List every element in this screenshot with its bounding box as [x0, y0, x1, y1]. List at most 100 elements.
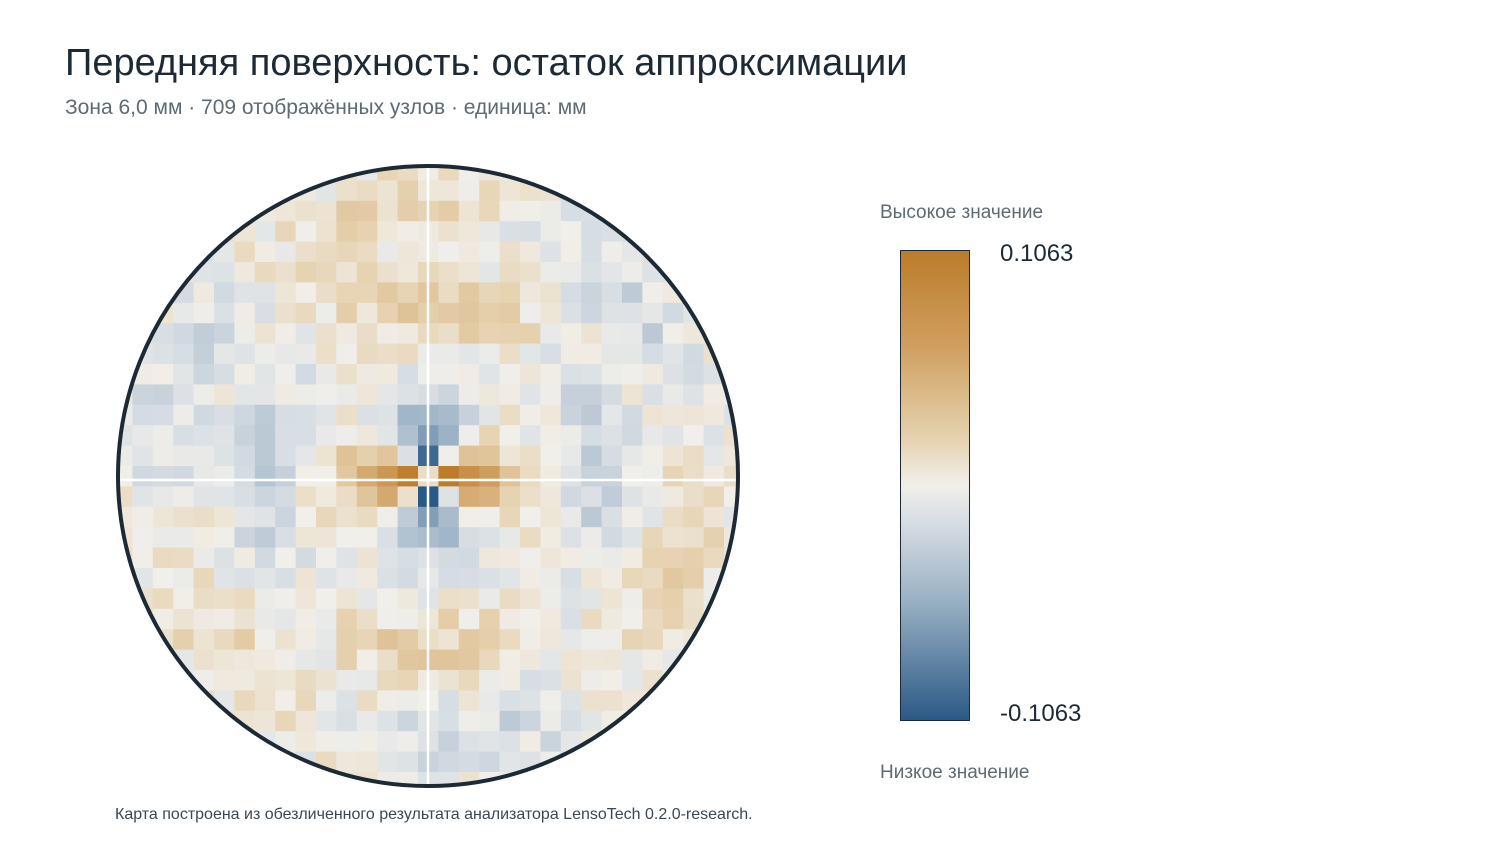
heatmap-cell	[662, 486, 684, 508]
heatmap-cell	[254, 425, 276, 447]
heatmap-cell	[356, 568, 378, 589]
heatmap-cell	[295, 404, 317, 426]
heatmap-cell	[540, 506, 562, 528]
heatmap-cell	[377, 323, 399, 345]
heatmap-cell	[520, 649, 541, 671]
heatmap-cell	[214, 670, 235, 691]
heatmap-cell	[275, 568, 297, 589]
heatmap-cell	[214, 445, 235, 467]
heatmap-cell	[173, 323, 195, 345]
heatmap-cell	[499, 588, 521, 610]
heatmap-cell	[438, 445, 460, 467]
heatmap-cell	[540, 608, 562, 630]
heatmap-cell	[275, 221, 297, 243]
heatmap-cell	[581, 547, 603, 569]
heatmap-cell	[173, 629, 195, 651]
heatmap-cell	[316, 588, 337, 610]
heatmap-cell	[601, 241, 623, 263]
heatmap-cell	[336, 486, 358, 508]
heatmap-cell	[581, 588, 603, 610]
heatmap-cell	[479, 629, 501, 651]
heatmap-cell	[601, 547, 623, 569]
heatmap-cell	[214, 588, 235, 610]
heatmap-cell	[173, 547, 195, 569]
heatmap-cell	[275, 649, 297, 671]
heatmap-cell	[601, 384, 623, 406]
heatmap-cell	[132, 629, 154, 651]
heatmap-cell	[540, 302, 562, 324]
legend-high-label: Высокое значение	[880, 202, 1044, 223]
heatmap-cell	[520, 629, 541, 651]
heatmap-cell	[438, 323, 460, 345]
heatmap-cell	[458, 221, 480, 243]
heatmap-cell	[622, 588, 643, 610]
heatmap-cell	[295, 241, 317, 263]
heatmap-cell	[295, 282, 317, 304]
heatmap-cell	[438, 772, 460, 786]
heatmap-cell	[479, 649, 501, 671]
heatmap-cell	[397, 690, 419, 712]
heatmap-cell	[642, 608, 664, 630]
heatmap-cell	[118, 466, 133, 487]
heatmap-cell	[622, 486, 643, 508]
heatmap-cell	[397, 364, 419, 385]
heatmap-cell	[479, 343, 501, 365]
heatmap-cell	[356, 221, 378, 243]
heatmap-cell	[316, 221, 337, 243]
heatmap-cell	[703, 547, 725, 569]
heatmap-cell	[214, 506, 235, 528]
heatmap-cell	[336, 262, 358, 283]
heatmap-cell	[499, 649, 521, 671]
heatmap-cell	[316, 568, 337, 589]
heatmap-cell	[254, 588, 276, 610]
heatmap-cell	[377, 384, 399, 406]
heatmap-cell	[254, 486, 276, 508]
heatmap-cell	[234, 364, 256, 385]
heatmap-cell	[397, 751, 419, 773]
heatmap-cell	[275, 690, 297, 712]
heatmap-cell	[254, 608, 276, 630]
heatmap-cell	[581, 302, 603, 324]
heatmap-cell	[601, 343, 623, 365]
heatmap-cell	[295, 384, 317, 406]
heatmap-cell	[214, 425, 235, 447]
heatmap-cell	[499, 466, 521, 487]
heatmap-cell	[703, 629, 725, 651]
heatmap-cell	[377, 343, 399, 365]
heatmap-cell	[397, 302, 419, 324]
heatmap-cell	[703, 425, 725, 447]
heatmap-cell	[601, 404, 623, 426]
chart-subtitle: Зона 6,0 мм · 709 отображённых узлов · е…	[65, 96, 587, 119]
heatmap-cell	[601, 670, 623, 691]
heatmap-cell	[499, 731, 521, 753]
heatmap-cell	[581, 486, 603, 508]
heatmap-cell	[601, 466, 623, 487]
heatmap-cell	[438, 200, 460, 222]
heatmap-cell	[683, 588, 705, 610]
heatmap-cell	[377, 506, 399, 528]
chart-title: Передняя поверхность: остаток аппроксима…	[65, 42, 908, 84]
heatmap-cell	[193, 404, 215, 426]
heatmap-cell	[214, 323, 235, 345]
heatmap-cell	[234, 343, 256, 365]
heatmap-cell	[540, 588, 562, 610]
heatmap-cell	[356, 282, 378, 304]
heatmap-cell	[540, 445, 562, 467]
heatmap-cell	[581, 241, 603, 263]
heatmap-cell	[458, 608, 480, 630]
heatmap-cell	[479, 568, 501, 589]
heatmap-cell	[254, 629, 276, 651]
heatmap-cell	[520, 404, 541, 426]
heatmap-cell	[377, 629, 399, 651]
heatmap-cell	[683, 282, 705, 304]
heatmap-cell	[662, 384, 684, 406]
heatmap-cell	[173, 404, 195, 426]
heatmap-cell	[662, 343, 684, 365]
heatmap-cell	[662, 629, 684, 651]
heatmap-cell	[560, 364, 582, 385]
heatmap-cell	[703, 445, 725, 467]
heatmap-cell	[622, 608, 643, 630]
heatmap-cell	[275, 527, 297, 549]
heatmap-cell	[581, 690, 603, 712]
heatmap-cell	[581, 649, 603, 671]
